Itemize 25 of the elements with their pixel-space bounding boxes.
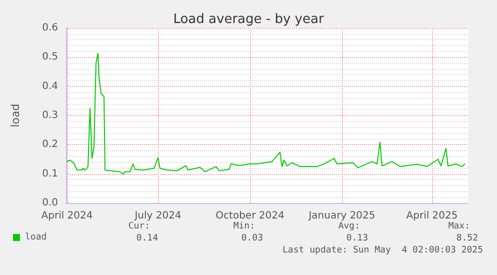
legend-label: load — [25, 232, 47, 242]
text: Min: — [233, 222, 255, 232]
text: Max: — [448, 222, 470, 232]
text: Cur: — [128, 222, 150, 232]
y-axis-title: load — [9, 104, 22, 128]
text: 8.52 — [456, 234, 478, 244]
y-tick-label: 0.2 — [42, 139, 58, 150]
y-tick-label: 0.1 — [42, 168, 58, 180]
y-tick-label: 0.5 — [42, 52, 58, 63]
text: 0.03 — [241, 234, 263, 244]
text: Last update: Sun May 4 02:00:03 2025 — [282, 246, 483, 256]
y-tick-label: 0.4 — [42, 80, 58, 92]
x-tick-label: April 2024 — [41, 210, 93, 222]
x-tick-label: October 2024 — [216, 210, 284, 222]
text: 0.14 — [136, 234, 158, 244]
text: 0.13 — [346, 234, 368, 244]
text: Avg: — [338, 222, 360, 232]
x-tick-label: April 2025 — [406, 210, 458, 222]
y-tick-label: 0.0 — [42, 198, 58, 208]
y-tick-label: 0.3 — [42, 110, 58, 121]
x-tick-label: January 2025 — [308, 210, 376, 222]
y-tick-label: 0.6 — [42, 22, 58, 34]
line-series — [66, 52, 466, 175]
chart-title: Load average - by year — [173, 12, 324, 27]
x-tick-label: July 2024 — [134, 210, 182, 222]
